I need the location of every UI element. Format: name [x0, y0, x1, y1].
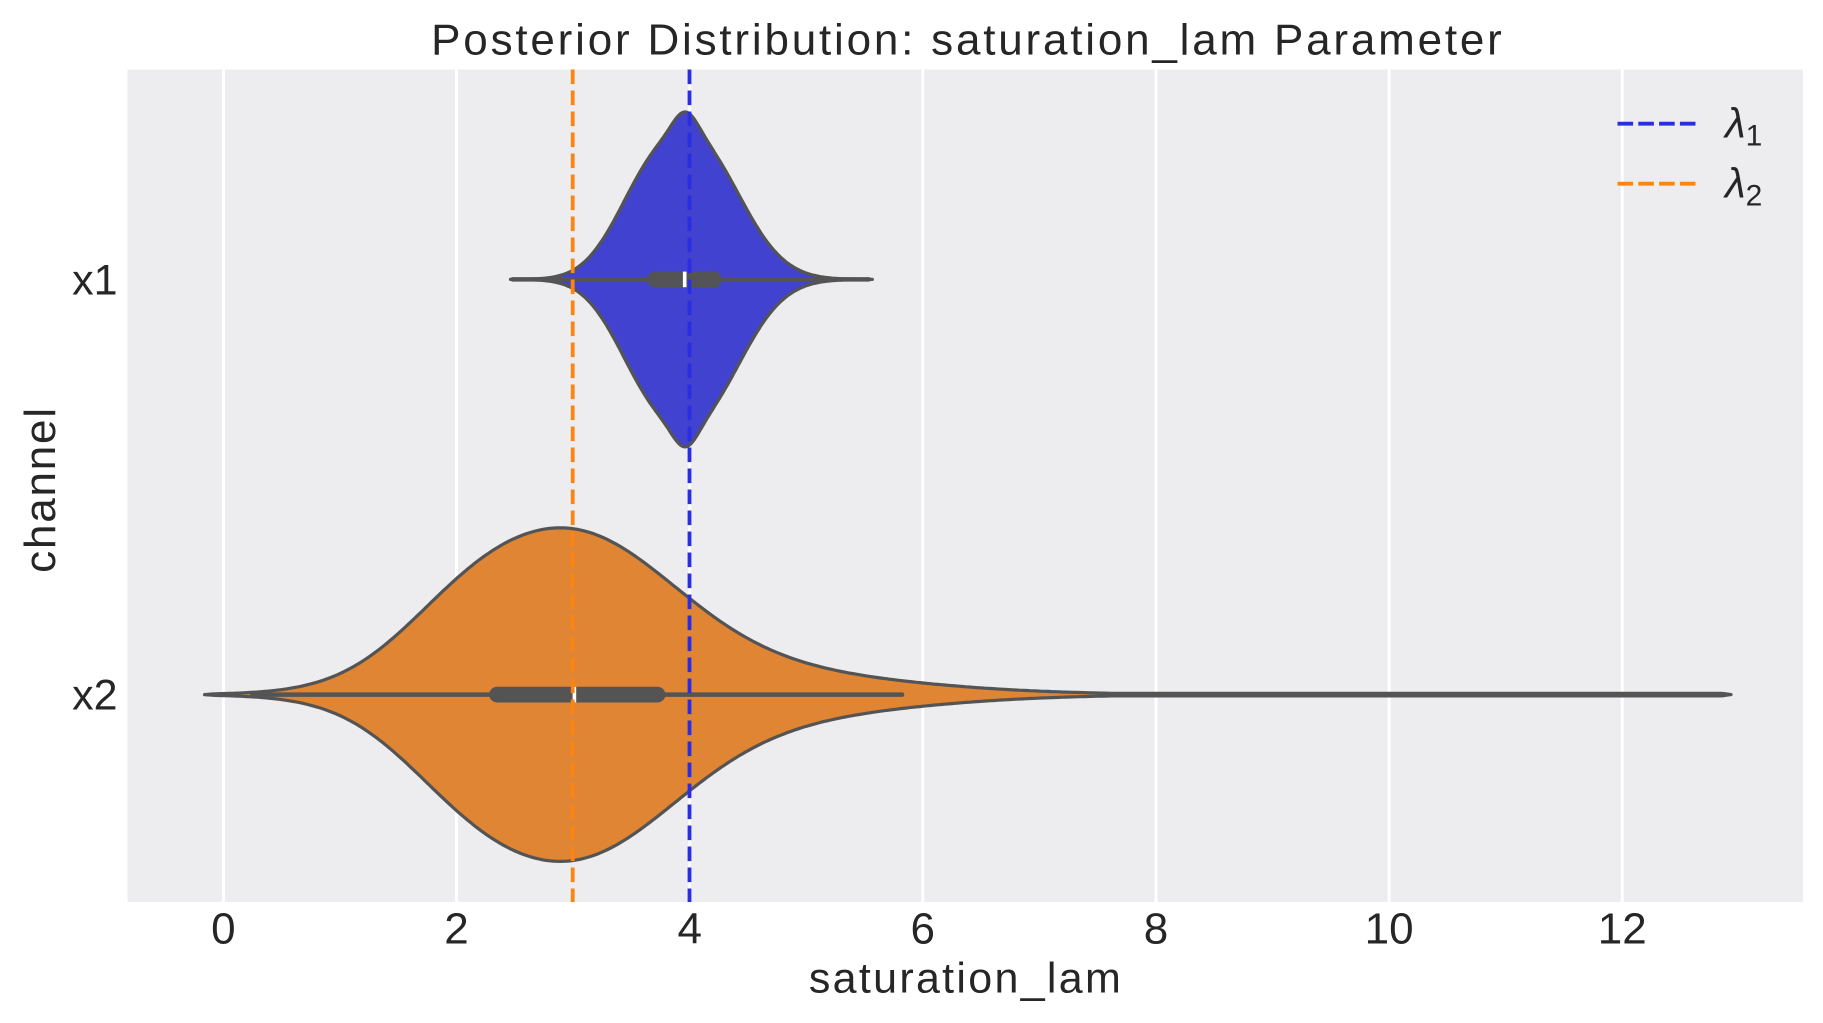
svg-text:2: 2	[444, 905, 468, 954]
svg-text:8: 8	[1144, 905, 1168, 954]
svg-text:λ1: λ1	[1723, 100, 1762, 153]
svg-text:4: 4	[677, 905, 701, 954]
svg-text:12: 12	[1598, 905, 1647, 954]
svg-text:10: 10	[1365, 905, 1414, 954]
svg-text:saturation_lam: saturation_lam	[809, 955, 1123, 1003]
svg-text:x2: x2	[72, 672, 117, 720]
svg-text:x1: x1	[72, 257, 117, 305]
svg-text:channel: channel	[16, 406, 65, 573]
svg-text:6: 6	[911, 905, 935, 954]
svg-text:0: 0	[211, 905, 235, 954]
svg-text:Posterior Distribution: satura: Posterior Distribution: saturation_lam P…	[431, 16, 1504, 65]
